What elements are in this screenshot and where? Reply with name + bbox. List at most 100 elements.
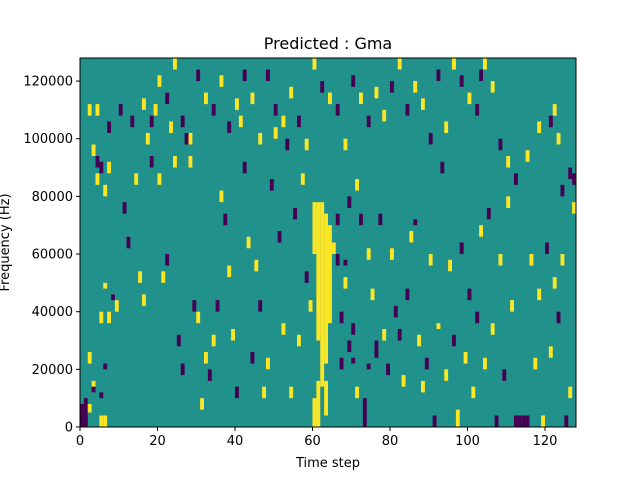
x-tick-label: 60: [304, 434, 321, 449]
heatmap-cell: [382, 109, 387, 122]
heatmap-cell: [359, 213, 363, 226]
y-tick-label: 80000: [32, 190, 73, 205]
y-tick-label: 0: [65, 421, 73, 436]
heatmap-cell: [405, 288, 410, 301]
heatmap-cell: [145, 132, 150, 145]
heatmap-cell: [204, 352, 208, 364]
heatmap-cell: [351, 75, 356, 87]
heatmap-cell: [111, 294, 115, 301]
heatmap-cell: [541, 415, 545, 427]
heatmap-cell: [390, 81, 394, 93]
heatmap-cell: [413, 219, 418, 226]
heatmap-cell: [440, 161, 445, 174]
heatmap-cell: [95, 156, 100, 168]
heatmap-cell: [87, 104, 92, 116]
heatmap-cell: [161, 271, 166, 283]
heatmap-cell: [506, 196, 511, 208]
heatmap-cell: [316, 202, 321, 341]
heatmap-cell: [188, 132, 193, 145]
heatmap-cell: [452, 58, 456, 70]
heatmap-cell: [184, 132, 189, 145]
heatmap-cell: [401, 375, 406, 387]
heatmap-cell: [517, 415, 522, 427]
heatmap-cell: [103, 415, 108, 427]
heatmap-cell: [250, 92, 255, 105]
heatmap-cell: [95, 104, 100, 116]
heatmap-cell: [548, 346, 553, 358]
heatmap-cell: [428, 254, 433, 266]
heatmap-cell: [142, 98, 146, 110]
heatmap-cell: [211, 334, 216, 347]
heatmap-cell: [490, 323, 495, 335]
x-tick-label: 120: [533, 434, 558, 449]
heatmap-cell: [525, 415, 530, 427]
heatmap-cell: [293, 207, 297, 220]
heatmap-cell: [382, 328, 387, 341]
heatmap-cell: [281, 323, 286, 335]
heatmap-cell: [103, 282, 108, 289]
y-tick-label: 100000: [23, 132, 73, 147]
heatmap-cell: [254, 259, 259, 272]
heatmap-cell: [459, 75, 464, 87]
heatmap-cell: [95, 173, 100, 185]
heatmap-cell: [223, 213, 228, 226]
heatmap-cell: [436, 323, 441, 329]
heatmap-cell: [107, 311, 111, 324]
heatmap-cell: [277, 230, 282, 243]
heatmap-cell: [324, 213, 328, 364]
heatmap-cell: [362, 398, 367, 427]
heatmap-cell: [339, 311, 344, 324]
heatmap-cell: [204, 92, 208, 105]
heatmap-cell: [366, 248, 371, 260]
heatmap-cell: [343, 259, 348, 266]
heatmap-cell: [483, 357, 487, 370]
heatmap-cell: [297, 334, 301, 347]
heatmap-cell: [514, 415, 518, 427]
heatmap-cell: [471, 386, 476, 399]
heatmap-cell: [238, 115, 243, 128]
heatmap-cell: [83, 398, 88, 427]
heatmap-cell: [347, 340, 352, 353]
heatmap-cell: [494, 415, 499, 427]
heatmap-cell: [273, 127, 278, 139]
heatmap-cell: [126, 236, 131, 249]
heatmap-cell: [324, 380, 328, 416]
heatmap-cell: [374, 340, 379, 358]
heatmap-cell: [258, 132, 263, 145]
heatmap-cell: [572, 173, 576, 185]
heatmap-cell: [463, 352, 468, 364]
heatmap-cell: [545, 242, 549, 255]
heatmap-cell: [180, 115, 185, 128]
heatmap-cell: [331, 242, 336, 255]
heatmap-cell: [409, 230, 414, 243]
heatmap-cell: [506, 156, 511, 168]
heatmap-cell: [397, 58, 402, 70]
heatmap-cell: [537, 121, 542, 133]
heatmap-cell: [304, 138, 309, 151]
heatmap-cell: [502, 369, 507, 381]
heatmap-cell: [533, 357, 538, 370]
heatmap-cell: [483, 58, 487, 70]
heatmap-cell: [568, 167, 573, 180]
heatmap-cell: [235, 98, 239, 110]
heatmap-cell: [149, 156, 154, 168]
plot-area: [79, 57, 577, 428]
heatmap-cell: [351, 323, 356, 335]
heatmap-cell: [490, 81, 495, 93]
heatmap-cell: [149, 115, 154, 128]
heatmap-cell: [165, 254, 170, 266]
heatmap-cell: [153, 104, 158, 116]
heatmap-cell: [537, 288, 542, 301]
heatmap-cell: [548, 115, 553, 128]
heatmap-cell: [103, 363, 108, 370]
heatmap-cell: [122, 202, 127, 214]
heatmap-cell: [312, 202, 317, 255]
heatmap-cell: [467, 92, 472, 105]
heatmap-cell: [312, 398, 317, 427]
heatmap-cell: [173, 58, 177, 70]
heatmap-cell: [351, 357, 356, 364]
heatmap-cell: [374, 86, 379, 99]
heatmap-cell: [343, 277, 348, 289]
heatmap-cell: [320, 202, 325, 387]
heatmap-cell: [269, 179, 274, 191]
